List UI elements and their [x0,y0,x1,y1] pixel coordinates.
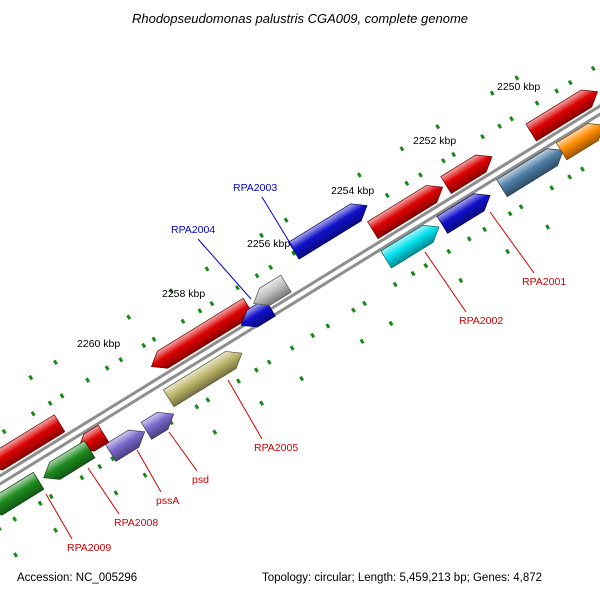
gene-arrow-RPA2003[interactable] [288,197,373,260]
gene-label-RPA2009[interactable]: RPA2009 [67,542,111,554]
label-leader-line [261,196,294,249]
label-leader-line [424,251,467,313]
gene-label-RPA2001[interactable]: RPA2001 [522,276,566,288]
gene-arrow-psd[interactable] [140,405,179,440]
gene-arrow-red-left-edge[interactable] [0,414,66,477]
gene-arrow-red-right-long[interactable] [367,179,448,240]
gene-arrow-orange-gene[interactable] [555,117,600,161]
gene-arrow-RPA2004[interactable] [248,274,292,312]
tick-marks [13,154,600,558]
tick-marks [0,60,600,464]
gene-arrow-RPA2008[interactable] [38,440,96,486]
gene-label-RPA2008[interactable]: RPA2008 [114,517,158,529]
gene-label-RPA2004[interactable]: RPA2004 [171,224,215,236]
label-leader-line [227,379,263,440]
label-leader-line [136,449,162,493]
genome-backbone [0,97,600,499]
accession-text: Accession: NC_005296 [17,572,138,584]
scale-label: 2256 kbp [247,238,290,250]
label-leader-line [197,238,252,300]
gene-arrow-RPA2009[interactable] [0,471,45,522]
gene-arrow-red-top-right[interactable] [525,83,600,142]
label-leader-line [489,211,535,274]
scale-label: 2250 kbp [497,81,540,93]
gene-arrow-RPA2005[interactable] [162,345,247,408]
scale-label: 2254 kbp [331,185,374,197]
gene-arrow-red-right-short[interactable] [440,148,497,195]
gene-label-psd[interactable]: psd [192,474,209,486]
gene-arrow-RPA2001[interactable] [436,187,495,234]
topology-stats-text: Topology: circular; Length: 5,459,213 bp… [262,572,543,584]
label-leader-line [87,467,120,515]
scale-label: 2258 kbp [162,288,205,300]
gene-arrow-blue-small[interactable] [236,298,276,334]
label-leader-line [45,493,73,540]
gene-arrow-pssA[interactable] [104,423,150,462]
tick-marks [0,33,588,436]
genome-backbone [0,91,600,493]
gene-label-pssA[interactable]: pssA [156,495,179,507]
page-title: Rhodopseudomonas palustris CGA009, compl… [131,11,469,26]
gene-arrow-RPA2002[interactable] [380,218,444,269]
gene-arrow-steelblue-gene[interactable] [496,142,569,198]
scale-label: 2260 kbp [77,338,120,350]
gene-label-RPA2002[interactable]: RPA2002 [459,315,503,327]
scale-label: 2252 kbp [413,135,456,147]
gene-label-RPA2005[interactable]: RPA2005 [254,442,298,454]
gene-label-RPA2003[interactable]: RPA2003 [233,182,277,194]
label-leader-line [168,431,198,472]
